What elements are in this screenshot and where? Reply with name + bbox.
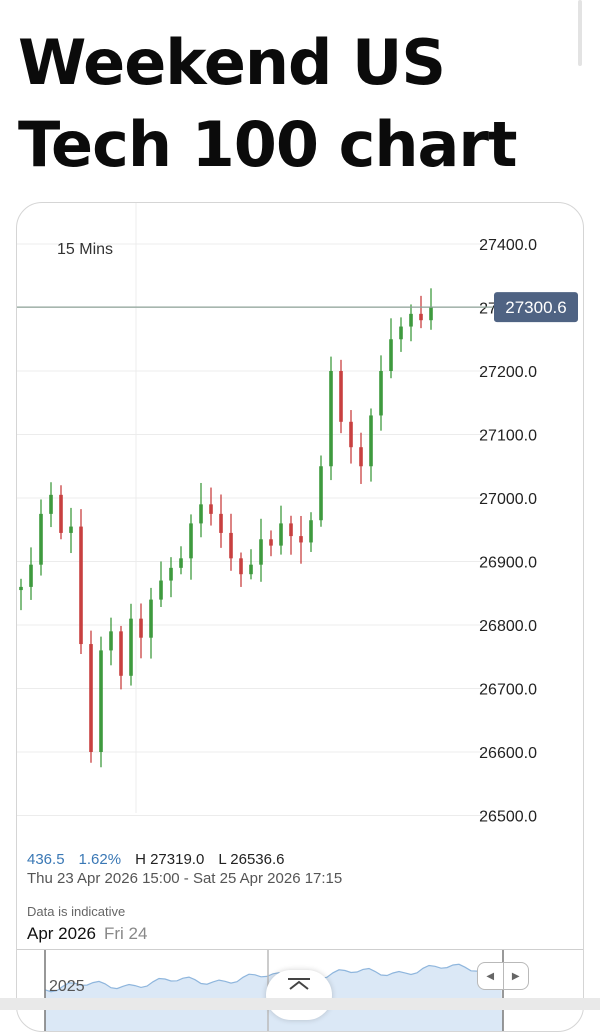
price-chart[interactable]: 27400.027300.027200.027100.027000.026900… bbox=[17, 203, 584, 843]
interval-label[interactable]: 15 Mins bbox=[57, 241, 114, 258]
date-range: Thu 23 Apr 2026 15:00 - Sat 25 Apr 2026 … bbox=[27, 870, 343, 887]
candle[interactable] bbox=[19, 578, 23, 611]
candle[interactable] bbox=[299, 515, 303, 564]
y-tick-label: 26800.0 bbox=[479, 618, 537, 635]
chart-card: 27400.027300.027200.027100.027000.026900… bbox=[16, 202, 584, 1032]
candle[interactable] bbox=[69, 507, 73, 554]
candle[interactable] bbox=[239, 552, 243, 587]
candle[interactable] bbox=[219, 494, 223, 548]
candle[interactable] bbox=[389, 318, 393, 379]
page-title: Weekend US Tech 100 chart bbox=[18, 22, 538, 268]
candle[interactable] bbox=[179, 546, 183, 575]
navigator-day: Fri 24 bbox=[104, 924, 148, 943]
candle[interactable] bbox=[199, 482, 203, 538]
indicative-note: Data is indicative bbox=[27, 904, 126, 919]
y-tick-label: 27400.0 bbox=[479, 237, 537, 254]
bottom-bar bbox=[0, 998, 600, 1010]
candle[interactable] bbox=[329, 356, 333, 481]
chart-navigator[interactable]: 2025 ◀ ▶ bbox=[17, 949, 583, 1031]
candle[interactable] bbox=[349, 410, 353, 464]
navigator-scroll-buttons[interactable]: ◀ ▶ bbox=[477, 962, 529, 990]
page-title-text: Weekend US Tech 100 chart bbox=[18, 26, 518, 181]
change-percent: 1.62% bbox=[78, 851, 122, 868]
candle[interactable] bbox=[49, 482, 53, 528]
current-price-label: 27300.6 bbox=[505, 298, 566, 317]
candle[interactable] bbox=[189, 514, 193, 580]
y-tick-label: 26500.0 bbox=[479, 809, 537, 826]
candle[interactable] bbox=[279, 505, 283, 555]
candle[interactable] bbox=[339, 359, 343, 434]
candle[interactable] bbox=[229, 513, 233, 571]
candle[interactable] bbox=[129, 603, 133, 686]
candle[interactable] bbox=[59, 485, 63, 540]
y-tick-label: 27100.0 bbox=[479, 428, 537, 445]
scroll-right-icon[interactable]: ▶ bbox=[511, 970, 520, 982]
low-value: L 26536.6 bbox=[218, 851, 285, 868]
candle[interactable] bbox=[39, 499, 43, 576]
candle[interactable] bbox=[359, 432, 363, 484]
candle[interactable] bbox=[249, 549, 253, 580]
candle[interactable] bbox=[319, 455, 323, 527]
price-stats: 436.5 1.62% H 27319.0 L 26536.6 bbox=[27, 851, 285, 868]
navigator-month: Apr 2026 bbox=[27, 924, 96, 943]
navigator-line bbox=[44, 963, 502, 993]
candle[interactable] bbox=[399, 317, 403, 352]
candle[interactable] bbox=[29, 547, 33, 600]
candle[interactable] bbox=[369, 408, 373, 482]
candle[interactable] bbox=[79, 509, 83, 654]
candle[interactable] bbox=[289, 515, 293, 555]
y-tick-label: 27200.0 bbox=[479, 364, 537, 381]
candle[interactable] bbox=[149, 587, 153, 659]
candle[interactable] bbox=[89, 630, 93, 763]
scroll-left-icon[interactable]: ◀ bbox=[478, 963, 504, 989]
candle[interactable] bbox=[119, 625, 123, 690]
candle[interactable] bbox=[309, 512, 313, 552]
chevron-up-icon bbox=[288, 978, 310, 990]
candle[interactable] bbox=[379, 355, 383, 431]
y-tick-label: 27000.0 bbox=[479, 491, 537, 508]
high-value: H 27319.0 bbox=[135, 851, 205, 868]
current-price-tag bbox=[494, 292, 578, 323]
candle[interactable] bbox=[109, 617, 113, 666]
y-tick-label: 26900.0 bbox=[479, 555, 537, 572]
collapse-button[interactable] bbox=[266, 970, 332, 1020]
y-tick-label: 26700.0 bbox=[479, 682, 537, 699]
navigator-date-label: Apr 2026 Fri 24 bbox=[27, 924, 147, 944]
navigator-year: 2025 bbox=[49, 978, 85, 995]
y-tick-label: 26600.0 bbox=[479, 745, 537, 762]
candle[interactable] bbox=[99, 636, 103, 768]
candle[interactable] bbox=[419, 295, 423, 329]
change-value: 436.5 bbox=[27, 851, 65, 868]
candle[interactable] bbox=[139, 603, 143, 659]
candle[interactable] bbox=[259, 518, 263, 582]
candle[interactable] bbox=[269, 530, 273, 557]
candle[interactable] bbox=[209, 487, 213, 526]
candle[interactable] bbox=[409, 304, 413, 342]
candle[interactable] bbox=[429, 288, 433, 330]
candle[interactable] bbox=[169, 557, 173, 598]
page-scrollbar[interactable] bbox=[578, 0, 582, 66]
candle[interactable] bbox=[159, 561, 163, 607]
